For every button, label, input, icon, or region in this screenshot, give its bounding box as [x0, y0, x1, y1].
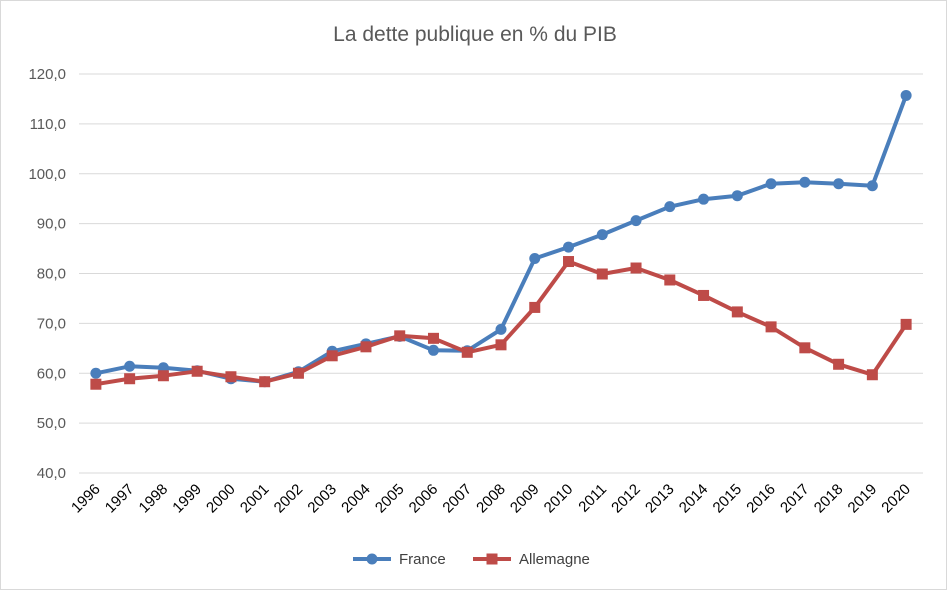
data-point-france: [124, 360, 136, 372]
data-point-france: [765, 178, 777, 190]
y-tick-label: 100,0: [28, 166, 66, 183]
x-tick-label: 2017: [777, 481, 813, 517]
x-tick-label: 2015: [710, 481, 746, 517]
data-point-allemagne: [596, 268, 608, 280]
x-tick-label: 2002: [271, 481, 307, 517]
x-tick-label: 2007: [439, 481, 475, 517]
data-point-france: [596, 229, 608, 241]
data-point-allemagne: [157, 370, 169, 382]
y-tick-label: 70,0: [37, 315, 66, 332]
data-point-allemagne: [833, 358, 845, 370]
data-point-france: [664, 201, 676, 213]
data-point-france: [90, 367, 102, 379]
data-point-allemagne: [900, 318, 912, 330]
x-tick-label: 2014: [676, 481, 712, 517]
x-tick-label: 2016: [743, 481, 779, 517]
data-point-france: [427, 344, 439, 356]
legend-marker-allemagne: [486, 553, 498, 565]
x-tick-label: 2000: [203, 481, 239, 517]
data-point-france: [833, 178, 845, 190]
x-tick-label: 2020: [878, 481, 914, 517]
data-point-allemagne: [191, 365, 203, 377]
x-axis-labels: 1996199719981999200020012002200320042005…: [68, 481, 914, 517]
data-point-france: [630, 215, 642, 227]
x-tick-label: 2010: [541, 481, 577, 517]
data-point-allemagne: [495, 339, 507, 351]
data-point-allemagne: [799, 342, 811, 354]
data-point-allemagne: [326, 350, 338, 362]
data-point-france: [900, 89, 912, 101]
series-line-allemagne: [93, 259, 909, 387]
data-point-allemagne: [630, 262, 642, 274]
x-tick-label: 2001: [237, 481, 273, 517]
gridlines: [79, 73, 923, 474]
data-point-allemagne: [529, 301, 541, 313]
x-tick-label: 1998: [136, 481, 172, 517]
legend-label-france: France: [399, 551, 446, 568]
y-tick-label: 110,0: [30, 116, 66, 133]
data-point-allemagne: [563, 256, 575, 268]
data-point-france: [799, 176, 811, 188]
y-tick-label: 50,0: [37, 415, 66, 432]
data-point-france: [529, 253, 541, 265]
data-point-allemagne: [225, 371, 237, 383]
data-point-france: [866, 180, 878, 192]
x-tick-label: 1997: [102, 481, 138, 517]
data-point-allemagne: [461, 346, 473, 358]
legend-label-allemagne: Allemagne: [519, 551, 590, 568]
series-line-france: [93, 93, 909, 384]
x-tick-label: 2012: [608, 481, 644, 517]
data-point-allemagne: [765, 321, 777, 333]
x-tick-label: 2006: [406, 481, 442, 517]
x-tick-label: 2004: [338, 481, 374, 517]
y-tick-label: 60,0: [37, 365, 66, 382]
x-tick-label: 2013: [642, 481, 678, 517]
data-point-allemagne: [394, 330, 406, 342]
data-point-allemagne: [866, 369, 878, 381]
x-tick-label: 2011: [575, 481, 610, 516]
legend-marker-france: [366, 553, 378, 565]
y-tick-label: 120,0: [28, 66, 66, 83]
x-tick-label: 2008: [473, 481, 509, 517]
data-point-france: [698, 193, 710, 205]
data-point-allemagne: [124, 373, 136, 385]
series-lines: [90, 89, 912, 390]
legend: France Allemagne: [353, 551, 590, 568]
y-tick-label: 90,0: [37, 216, 66, 233]
x-tick-label: 2005: [372, 481, 408, 517]
y-axis-labels: 40,0 50,0 60,0 70,0 80,0 90,0 100,0 110,0 120,0: [28, 66, 66, 482]
data-point-allemagne: [698, 289, 710, 301]
y-tick-label: 80,0: [37, 266, 66, 283]
y-tick-label: 40,0: [37, 465, 66, 482]
chart-title: La dette publique en % du PIB: [333, 23, 617, 46]
data-point-allemagne: [731, 306, 743, 318]
data-point-allemagne: [664, 274, 676, 286]
data-point-france: [731, 190, 743, 202]
data-point-allemagne: [292, 367, 304, 379]
x-tick-label: 2009: [507, 481, 543, 517]
data-point-allemagne: [90, 378, 102, 390]
data-point-allemagne: [259, 376, 271, 388]
x-tick-label: 2019: [845, 481, 881, 517]
data-point-france: [563, 241, 575, 253]
data-point-allemagne: [360, 341, 372, 353]
x-tick-label: 2003: [304, 481, 340, 517]
x-tick-label: 1996: [68, 481, 104, 517]
data-point-france: [495, 323, 507, 335]
data-point-allemagne: [427, 332, 439, 344]
x-tick-label: 1999: [169, 481, 205, 517]
x-tick-label: 2018: [811, 481, 847, 517]
